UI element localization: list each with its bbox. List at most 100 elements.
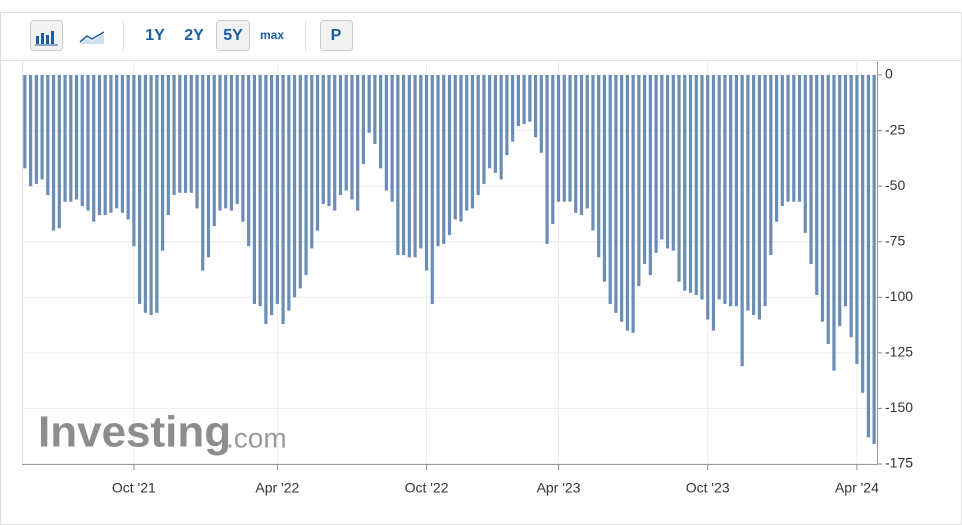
- bar: [453, 75, 457, 220]
- bar: [533, 75, 538, 138]
- x-tick-label: Oct '23: [686, 480, 730, 496]
- y-tick-label: -50: [885, 177, 905, 193]
- bar: [459, 75, 463, 222]
- bar: [476, 75, 480, 196]
- bar: [241, 75, 245, 222]
- bar: [866, 75, 870, 438]
- bar: [809, 75, 813, 264]
- bar: [470, 75, 475, 209]
- range-button[interactable]: 2Y: [184, 27, 204, 44]
- bar: [34, 75, 38, 184]
- bar: [488, 75, 492, 169]
- bar: [264, 75, 268, 324]
- bar: [815, 75, 819, 296]
- bar: [344, 75, 348, 191]
- bar: [625, 75, 629, 331]
- y-tick-label: -25: [885, 121, 905, 137]
- range-button[interactable]: 1Y: [145, 27, 165, 44]
- bar: [379, 75, 383, 169]
- bar: [545, 75, 549, 244]
- bar: [373, 75, 377, 144]
- bar: [511, 75, 515, 142]
- y-tick-label: -175: [885, 455, 913, 471]
- bar: [224, 75, 228, 209]
- bar: [516, 75, 520, 127]
- bar: [350, 75, 354, 200]
- bar: [838, 75, 842, 327]
- bar: [281, 75, 285, 324]
- bar: [149, 75, 153, 316]
- bar: [711, 75, 716, 331]
- bar: [69, 75, 73, 202]
- bar: [304, 75, 308, 276]
- bar: [183, 75, 188, 193]
- bar: [126, 75, 130, 220]
- range-button[interactable]: max: [260, 28, 284, 42]
- bar: [115, 75, 119, 209]
- bar: [419, 75, 423, 249]
- bar: [46, 75, 50, 196]
- bar: [826, 75, 830, 344]
- bar: [820, 75, 825, 322]
- bar: [465, 75, 469, 211]
- bar: [384, 75, 388, 191]
- bar: [218, 75, 222, 211]
- bar: [740, 75, 744, 367]
- bar: [430, 75, 434, 304]
- bar: [574, 75, 578, 213]
- bar: [752, 75, 756, 316]
- bar: [723, 75, 727, 304]
- bar: [539, 75, 543, 153]
- bar: [442, 75, 446, 244]
- bar: [614, 75, 618, 313]
- bar: [447, 75, 452, 236]
- widget-frame: [0, 12, 962, 525]
- bar: [424, 75, 429, 271]
- bar: [872, 75, 876, 444]
- bar: [665, 75, 670, 249]
- bar: [247, 75, 251, 247]
- bar: [522, 75, 526, 124]
- bar: [120, 75, 125, 213]
- bar: [189, 75, 193, 193]
- line-chart-button[interactable]: [79, 31, 105, 44]
- bar: [597, 75, 601, 258]
- bar: [361, 75, 366, 164]
- bar: [568, 75, 572, 202]
- x-tick-label: Apr '23: [537, 480, 581, 496]
- bar: [252, 75, 256, 304]
- bar: [63, 75, 67, 202]
- bar: [178, 75, 182, 193]
- y-tick-label: -150: [885, 399, 913, 415]
- y-tick-label: -75: [885, 232, 905, 248]
- bar: [338, 75, 343, 196]
- bar: [51, 75, 56, 231]
- bar: [505, 75, 509, 156]
- bar: [493, 75, 498, 173]
- bar: [321, 75, 325, 204]
- bar: [143, 75, 147, 313]
- bar: [40, 75, 44, 180]
- line-icon: [79, 31, 105, 43]
- bar: [315, 75, 320, 231]
- bar: [591, 75, 595, 231]
- range-button[interactable]: 5Y: [223, 27, 243, 44]
- bar: [832, 75, 836, 371]
- bar: [327, 75, 331, 207]
- bar: [57, 75, 61, 229]
- bar-chart-button[interactable]: [30, 20, 63, 51]
- bar: [275, 75, 279, 304]
- x-tick-label: Oct '21: [112, 480, 156, 496]
- p-button[interactable]: P: [331, 27, 342, 44]
- bar: [235, 75, 239, 204]
- bar: [160, 75, 165, 251]
- bar: [757, 75, 761, 320]
- bar: [356, 75, 360, 211]
- bar: [694, 75, 698, 296]
- bar: [401, 75, 406, 256]
- bar: [390, 75, 394, 202]
- bar: [229, 75, 234, 211]
- bar: [292, 75, 297, 298]
- bar: [608, 75, 612, 304]
- bar: [786, 75, 790, 202]
